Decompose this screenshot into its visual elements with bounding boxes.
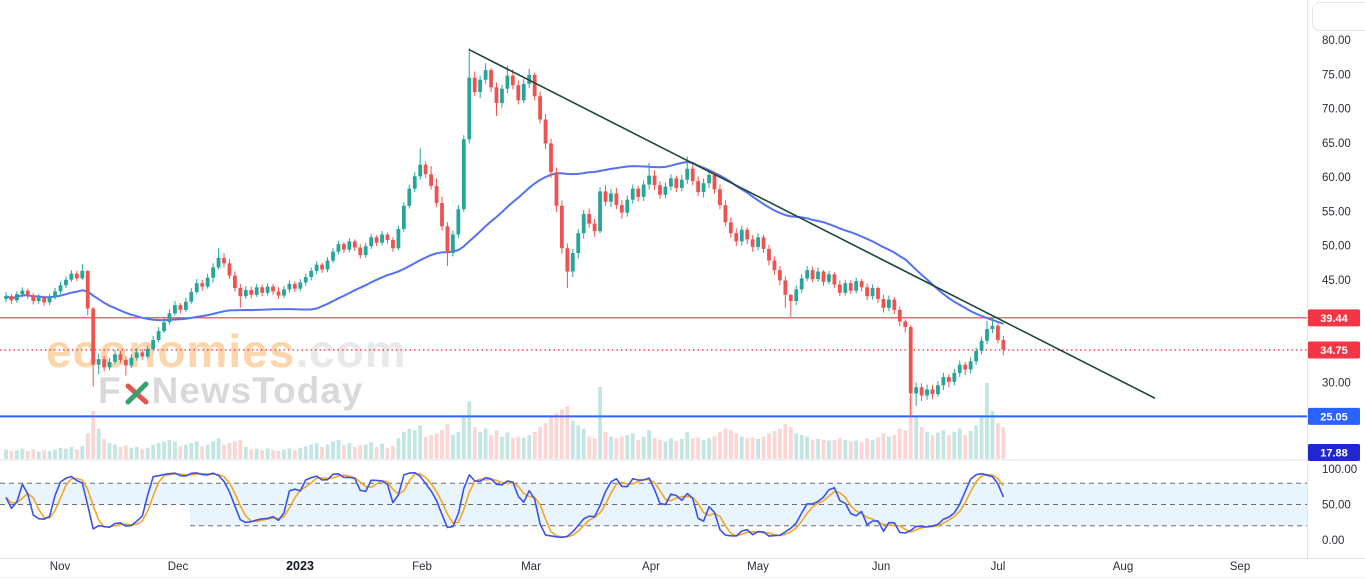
watermark-brand: economies (46, 325, 296, 377)
price-badge-34.75 (1308, 341, 1360, 359)
svg-text:25.05: 25.05 (1320, 411, 1348, 423)
time-axis[interactable]: Nov Dec 2023 Feb Mar Apr May Jun Jul Aug Sep (50, 559, 1250, 573)
candlesticks[interactable] (4, 48, 1006, 417)
fx-cross-icon (125, 381, 149, 405)
svg-text:100.00: 100.00 (1322, 464, 1357, 476)
svg-text:Jul: Jul (991, 561, 1006, 573)
svg-text:45.00: 45.00 (1322, 275, 1351, 287)
svg-text:65.00: 65.00 (1322, 138, 1351, 150)
trendline[interactable] (468, 48, 1156, 399)
price-level-lines[interactable] (0, 317, 1307, 418)
svg-text:50.00: 50.00 (1322, 241, 1351, 253)
watermark-subbrand-line: F NewsToday (98, 369, 407, 412)
svg-text:34.75: 34.75 (1320, 345, 1348, 357)
price-badge-39.44 (1308, 309, 1360, 327)
svg-text:55.00: 55.00 (1322, 206, 1351, 218)
svg-text:17.88: 17.88 (1320, 448, 1348, 460)
watermark-tld: .com (295, 325, 407, 377)
price-scale-settings-button[interactable] (1312, 2, 1365, 31)
watermark: economies.com F NewsToday (46, 326, 407, 411)
svg-text:Mar: Mar (521, 561, 541, 573)
watermark-sub-rest: NewsToday (151, 369, 364, 411)
volume-bars (4, 383, 1006, 459)
svg-text:39.44: 39.44 (1320, 313, 1348, 325)
svg-text:60.00: 60.00 (1322, 172, 1351, 184)
svg-text:2023: 2023 (286, 559, 314, 573)
price-badge-17.88 (1308, 444, 1360, 461)
svg-text:30.00: 30.00 (1322, 378, 1351, 390)
price-axis[interactable]: 80.00 75.00 70.00 65.00 60.00 55.00 50.00 45.00… (1308, 35, 1360, 547)
svg-text:70.00: 70.00 (1322, 104, 1351, 116)
watermark-brand-line: economies.com (46, 326, 407, 377)
svg-text:Jun: Jun (872, 561, 891, 573)
stochastic-panel[interactable] (0, 471, 1307, 539)
watermark-sub-f: F (98, 369, 122, 411)
svg-text:Feb: Feb (412, 561, 432, 573)
svg-text:Aug: Aug (1113, 561, 1133, 573)
svg-text:Nov: Nov (50, 561, 71, 573)
svg-text:75.00: 75.00 (1322, 69, 1351, 81)
svg-text:50.00: 50.00 (1322, 500, 1351, 512)
moving-average-line[interactable] (5, 160, 1004, 325)
svg-text:0.00: 0.00 (1322, 535, 1344, 547)
stoch-k-line (5, 471, 1005, 539)
svg-text:Apr: Apr (642, 561, 660, 573)
svg-text:Dec: Dec (168, 561, 189, 573)
svg-text:Sep: Sep (1230, 561, 1250, 573)
price-badge-25.05 (1308, 407, 1360, 425)
svg-text:May: May (747, 561, 769, 573)
svg-text:80.00: 80.00 (1322, 35, 1351, 47)
